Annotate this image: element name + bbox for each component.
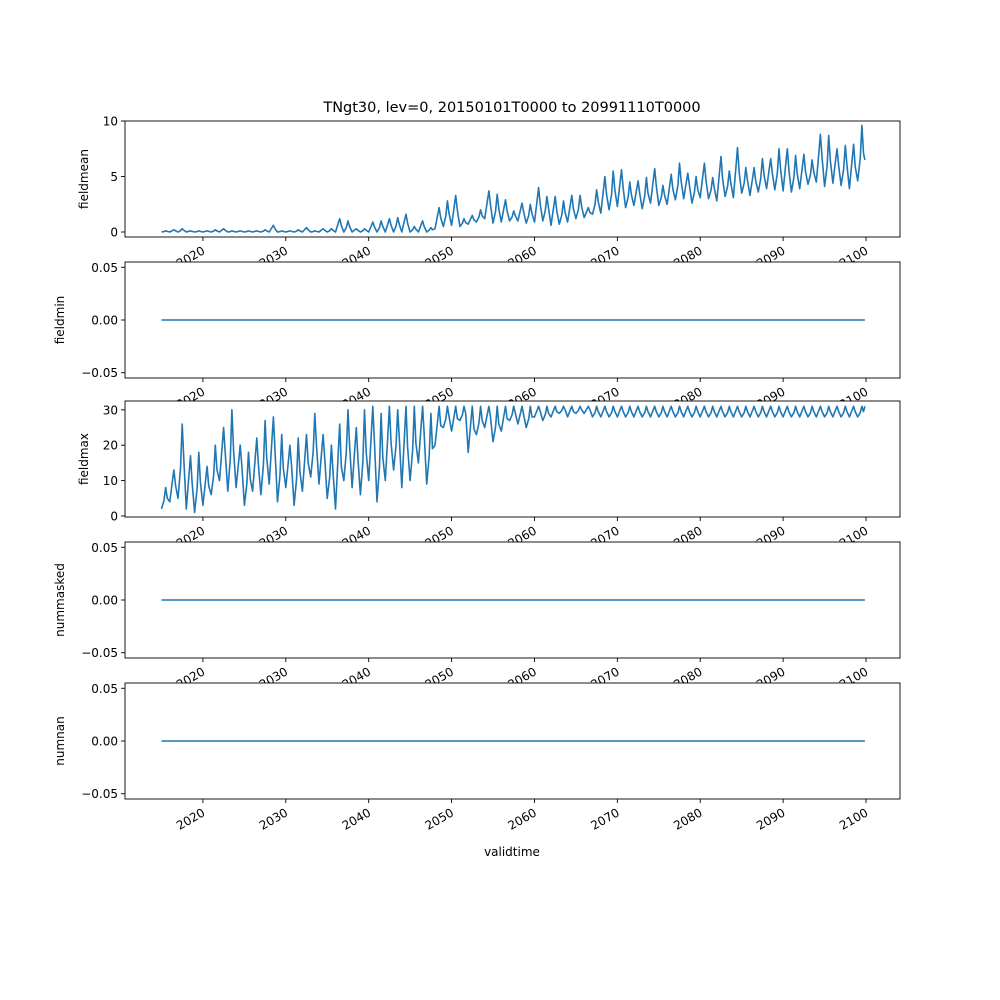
y-tick-label: −0.05: [81, 787, 118, 801]
y-axis-label-fieldmin: fieldmin: [53, 296, 67, 345]
y-tick-label: 0.00: [91, 594, 118, 608]
y-tick-label: 5: [110, 170, 118, 184]
chart-title: TNgt30, lev=0, 20150101T0000 to 20991110…: [322, 100, 700, 116]
y-tick-label: 0: [110, 509, 118, 523]
axes-frame-fieldmean: [124, 120, 901, 238]
y-tick-label: 0.05: [91, 541, 118, 555]
y-tick-label: 10: [103, 115, 118, 129]
series-line-fieldmax: [160, 405, 866, 514]
y-axis-label-numnan: numnan: [53, 716, 67, 765]
y-tick-label: 30: [103, 403, 118, 417]
series-line-fieldmean: [161, 124, 866, 233]
y-tick-label: 0.00: [91, 735, 118, 749]
y-axis-label-fieldmax: fieldmax: [77, 433, 91, 485]
y-tick-label: −0.05: [81, 366, 118, 380]
x-axis-label: validtime: [484, 845, 540, 859]
y-tick-label: 0.05: [91, 261, 118, 275]
y-tick-label: −0.05: [81, 646, 118, 660]
y-tick-label: 10: [103, 474, 118, 488]
y-axis-label-nummasked: nummasked: [53, 563, 67, 637]
y-tick-label: 20: [103, 439, 118, 453]
y-tick-label: 0.00: [91, 314, 118, 328]
axes-background-fieldmax: [125, 401, 900, 517]
y-tick-label: 0.05: [91, 682, 118, 696]
axes-frame-fieldmax: [124, 400, 901, 518]
y-axis-label-fieldmean: fieldmean: [77, 149, 91, 209]
y-tick-label: 0: [110, 226, 118, 240]
